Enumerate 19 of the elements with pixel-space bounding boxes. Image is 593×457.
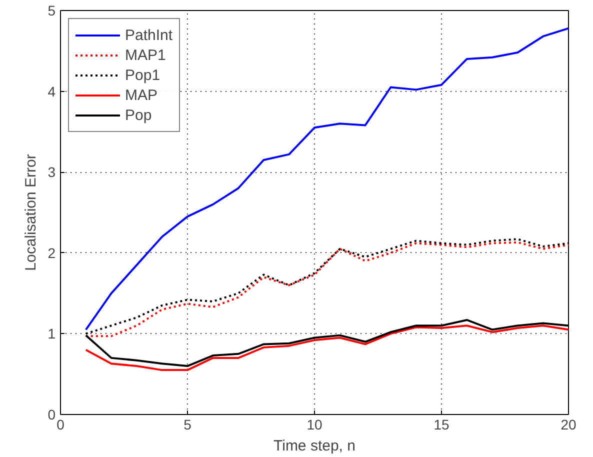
y-tick-label: 3 bbox=[48, 164, 56, 180]
x-tick-label: 5 bbox=[184, 416, 192, 432]
legend-label: Pop bbox=[125, 106, 152, 124]
y-tick-label: 1 bbox=[48, 326, 56, 342]
x-tick-label: 15 bbox=[434, 416, 450, 432]
legend-label: MAP bbox=[125, 86, 158, 104]
legend-label: PathInt bbox=[125, 26, 173, 44]
line-series bbox=[84, 324, 568, 372]
x-tick-label: 10 bbox=[306, 416, 322, 432]
x-tick-label: 20 bbox=[560, 416, 576, 432]
y-tick-label: 5 bbox=[48, 2, 56, 18]
x-axis-title: Time step, n bbox=[274, 438, 356, 454]
y-axis-title: Localisation Error bbox=[22, 154, 40, 271]
y-tick-label: 0 bbox=[48, 406, 56, 422]
legend-label: MAP1 bbox=[125, 46, 166, 64]
legend-label: Pop1 bbox=[125, 66, 160, 84]
y-tick-label: 4 bbox=[48, 83, 56, 100]
y-tick-label: 2 bbox=[48, 244, 56, 261]
line-series bbox=[84, 27, 568, 331]
